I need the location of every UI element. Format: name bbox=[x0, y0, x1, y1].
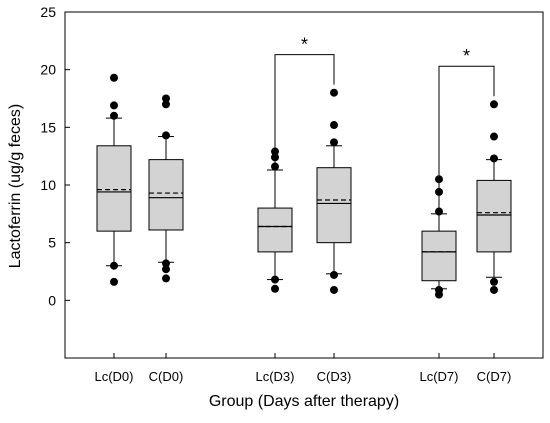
x-tick-label: C(D7) bbox=[477, 369, 512, 384]
outlier-point bbox=[490, 132, 498, 141]
outlier-point bbox=[110, 101, 118, 110]
y-tick-label: 25 bbox=[40, 4, 56, 20]
outlier-point bbox=[330, 285, 338, 294]
x-tick-label: Lc(D7) bbox=[419, 369, 458, 384]
x-tick-label: Lc(D3) bbox=[255, 369, 294, 384]
y-axis-title: Lactoferrin (ug/g feces) bbox=[7, 104, 24, 269]
outlier-point bbox=[330, 270, 338, 279]
outlier-point bbox=[490, 277, 498, 286]
significance-label: * bbox=[463, 46, 470, 66]
outlier-point bbox=[271, 284, 279, 293]
iqr-box bbox=[316, 167, 352, 244]
y-tick-label: 10 bbox=[40, 177, 56, 193]
outlier-point bbox=[162, 274, 170, 283]
iqr-box bbox=[421, 230, 457, 282]
outlier-point bbox=[162, 259, 170, 268]
outlier-point bbox=[162, 94, 170, 103]
outlier-point bbox=[110, 73, 118, 82]
iqr-box bbox=[148, 159, 184, 231]
outlier-point bbox=[110, 111, 118, 120]
y-tick-label: 20 bbox=[40, 62, 56, 78]
outlier-point bbox=[330, 88, 338, 97]
outlier-point bbox=[490, 285, 498, 294]
y-tick-label: 0 bbox=[48, 292, 56, 308]
x-tick-label: Lc(D0) bbox=[94, 369, 133, 384]
iqr-box bbox=[257, 207, 293, 253]
x-axis-title: Group (Days after therapy) bbox=[209, 393, 399, 410]
iqr-box bbox=[96, 145, 132, 232]
outlier-point bbox=[162, 100, 170, 109]
outlier-point bbox=[490, 154, 498, 163]
significance-bracket bbox=[274, 54, 335, 197]
y-tick-label: 5 bbox=[48, 235, 56, 251]
outlier-point bbox=[110, 261, 118, 270]
iqr-box bbox=[476, 179, 512, 253]
plot-frame bbox=[64, 11, 544, 359]
outlier-point bbox=[271, 275, 279, 284]
x-tick-label: C(D3) bbox=[317, 369, 352, 384]
outlier-point bbox=[330, 121, 338, 130]
outlier-point bbox=[330, 138, 338, 147]
significance-bracket bbox=[438, 65, 495, 220]
outlier-point bbox=[435, 285, 443, 294]
outlier-point bbox=[490, 100, 498, 109]
significance-label: * bbox=[301, 35, 308, 55]
x-tick-label: C(D0) bbox=[149, 369, 184, 384]
y-tick-label: 15 bbox=[40, 119, 56, 135]
outlier-point bbox=[162, 131, 170, 140]
outlier-point bbox=[162, 265, 170, 274]
outlier-point bbox=[110, 277, 118, 286]
